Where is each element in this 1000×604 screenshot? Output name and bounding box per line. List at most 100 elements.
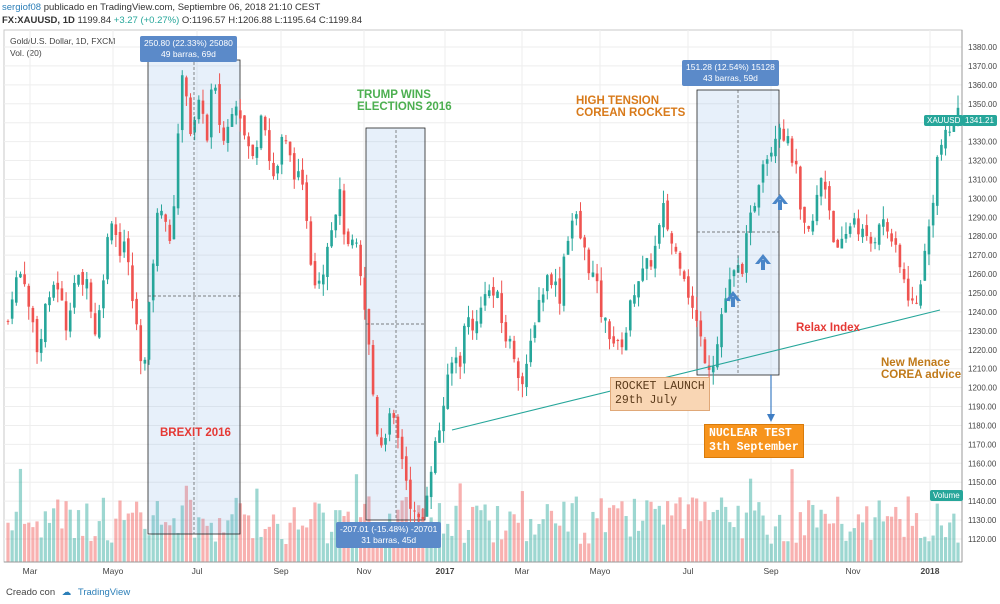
up-arrow-2-stem [761,260,765,270]
candle-body [359,244,362,277]
volume-bar [782,541,786,562]
volume-bar [529,518,533,562]
volume-bar [927,541,931,562]
volume-bar [790,469,794,562]
candle-body [313,261,317,286]
candle [595,263,599,294]
candle [819,177,823,206]
volume-bar [313,502,317,562]
candle [877,222,881,251]
volume-bar [748,478,753,562]
volume-bar [433,538,437,562]
candle [695,296,698,328]
volume-bar [110,542,114,562]
candle-body [114,224,118,236]
volume-bar [72,537,76,562]
candle-body [156,212,159,266]
candle-body [608,321,611,340]
volume-bar [31,527,35,562]
candle [516,357,520,391]
volume-bar [890,516,894,562]
volume-bar [230,514,234,562]
candle [388,407,391,442]
candle-body [620,339,624,348]
candle-body [911,298,914,301]
volume-bar [566,531,570,562]
volume-bar [89,540,93,562]
candle [869,232,873,252]
candle-body [380,437,383,446]
volume-bar [64,501,68,562]
volume-bar [902,536,906,562]
volume-bar [744,512,749,562]
candle-body [724,298,727,313]
candle [645,257,649,281]
y-tick-label: 1200.00 [968,384,997,393]
volume-bar [869,539,873,562]
candle [554,268,557,297]
drawings [148,62,941,534]
candle-body [363,277,367,310]
candle-body [541,294,545,303]
symbol-price-tag: XAUUSD [924,115,964,126]
volume-bar [931,535,935,562]
candle [326,242,329,291]
candle [143,357,147,371]
volume-bar [213,541,218,562]
candle-body [562,256,566,306]
candle-body [268,130,271,162]
candle [284,134,288,145]
candle-body [147,302,151,360]
volume-bar [877,500,881,562]
candle-body [247,136,250,147]
volume-bar [60,528,64,562]
volume-bar [641,520,645,562]
candle [429,466,433,509]
author-name[interactable]: sergiof08 [2,2,42,13]
volume-bar [599,498,603,562]
candle-body [351,239,354,246]
candle-body [338,189,342,217]
candle [31,305,35,333]
candle-body [48,297,51,306]
candle-body [139,325,143,362]
volume-bar [491,542,495,562]
tradingview-brand[interactable]: TradingView [77,587,131,598]
candle [205,113,209,143]
candle-body [915,302,918,304]
candle-body [857,218,860,235]
candle-body [14,277,18,303]
volume-bar [952,513,956,562]
volume-bar [719,497,724,562]
candle [93,302,97,337]
candle-body [176,133,180,209]
candle [56,271,60,303]
candle-body [803,206,806,223]
y-tick-label: 1370.00 [968,62,997,71]
trump-label-line1: TRUMP WINS [357,89,431,101]
candle-body [703,339,707,364]
candle-body [143,359,147,364]
candle-body [778,127,781,140]
candle-body [865,225,869,236]
candle-body [566,240,570,255]
candle [106,233,109,285]
volume-bar [657,505,661,562]
candle [421,508,425,521]
volume-bar [325,543,330,562]
candle-body [234,106,238,116]
volume-bar [840,523,844,562]
tradingview-logo-icon[interactable]: ☁ [61,587,72,598]
candle [68,302,72,338]
candle [624,327,628,351]
y-tick-label: 1250.00 [968,289,997,298]
candle-body [309,221,313,265]
volume-bar [865,506,869,562]
candle [699,311,703,347]
candle [77,274,80,287]
candle [52,281,55,301]
candle-body [446,374,450,409]
candle-body [512,340,516,360]
volume-bar [383,540,388,562]
